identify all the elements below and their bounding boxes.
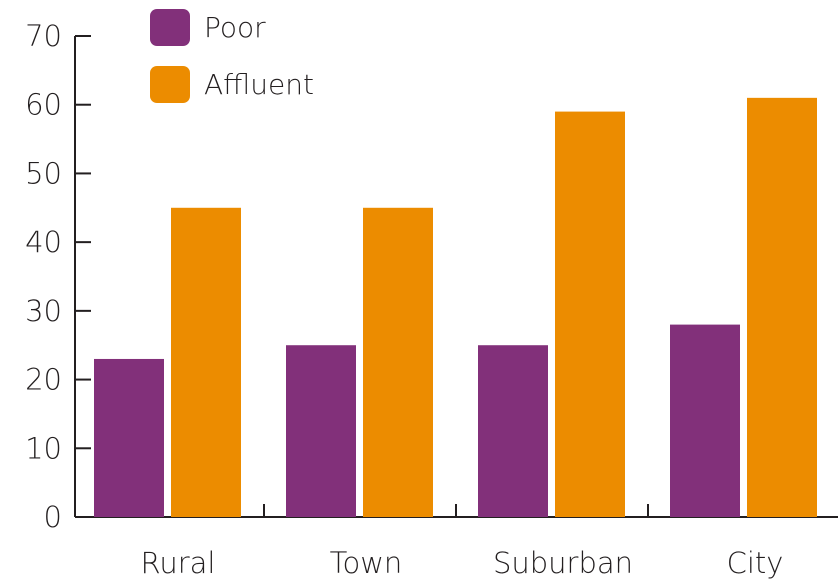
- category-labels: Rural Town Suburban City: [141, 546, 784, 579]
- bar-poor-rural: [94, 358, 164, 517]
- bars: [94, 97, 817, 518]
- x-category-label: City: [727, 546, 784, 579]
- legend: Poor Affluent: [150, 9, 314, 103]
- x-category-label: Town: [330, 546, 403, 579]
- bar-poor-city: [670, 324, 740, 517]
- y-tick-label: 70: [25, 19, 62, 53]
- legend-label-affluent: Affluent: [204, 68, 314, 101]
- y-tick-label: 40: [25, 225, 62, 259]
- y-tick-label: 20: [25, 363, 62, 397]
- legend-swatch-poor: [150, 9, 190, 46]
- y-tick-label: 50: [25, 156, 62, 190]
- y-tick-label: 60: [25, 88, 62, 122]
- bar-affluent-suburban: [555, 111, 625, 517]
- legend-swatch-affluent: [150, 66, 190, 103]
- y-axis: 0 10 20 30 40 50 60 70: [25, 19, 91, 534]
- bar-poor-town: [286, 345, 356, 517]
- bar-affluent-city: [747, 97, 817, 517]
- y-tick-label: 30: [25, 294, 62, 328]
- y-tick-label: 0: [44, 500, 62, 534]
- bar-affluent-town: [363, 207, 433, 518]
- bar-affluent-rural: [171, 207, 241, 518]
- x-category-label: Suburban: [493, 546, 633, 579]
- y-tick-label: 10: [25, 431, 62, 465]
- bar-poor-suburban: [478, 345, 548, 517]
- x-category-label: Rural: [141, 546, 216, 579]
- legend-label-poor: Poor: [204, 11, 266, 44]
